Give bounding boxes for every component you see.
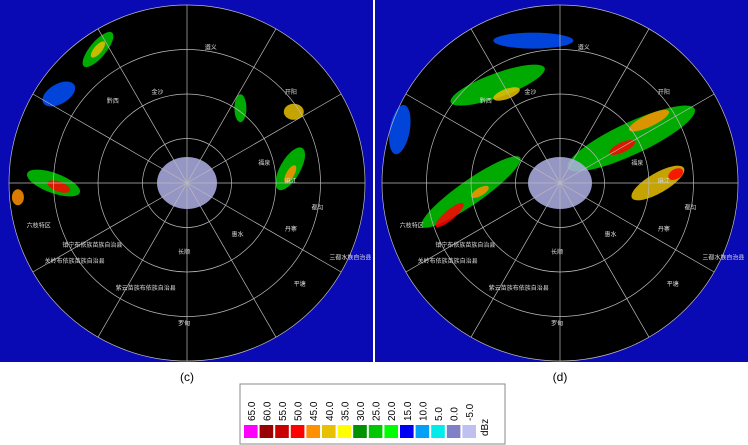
colorbar-label: 5.0 <box>434 407 445 421</box>
colorbar-label: 25.0 <box>372 401 383 421</box>
place-name: 开阳 <box>285 88 297 96</box>
colorbar-swatch <box>368 425 383 438</box>
place-name: 丹寨 <box>658 225 670 233</box>
colorbar-label: 20.0 <box>387 401 398 421</box>
place-name: 麻江 <box>285 177 297 185</box>
place-name: 长顺 <box>178 248 190 256</box>
echo <box>421 156 521 228</box>
place-name: 关岭布依族苗族自治县 <box>418 257 478 265</box>
colorbar-label: 65.0 <box>247 401 258 421</box>
colorbar-swatch <box>306 425 320 438</box>
echo <box>493 87 520 101</box>
colorbar-swatch <box>244 425 258 438</box>
place-name: 镇宁布依族苗族自治县 <box>435 241 495 249</box>
place-name: 福泉 <box>631 159 643 167</box>
colorbar-label: 50.0 <box>294 401 305 421</box>
place-name: 关岭布依族苗族自治县 <box>45 257 105 265</box>
colorbar-label: 10.0 <box>418 401 429 421</box>
echo <box>90 41 106 58</box>
echo <box>42 81 76 107</box>
panel-label: (c) <box>180 370 194 384</box>
echo <box>628 109 670 132</box>
place-name: 罗甸 <box>551 319 563 327</box>
place-name: 黔西 <box>107 97 119 105</box>
colorbar-swatch <box>400 425 414 438</box>
place-name: 罗甸 <box>178 319 190 327</box>
echo <box>283 103 304 120</box>
panel-label: (d) <box>553 370 568 384</box>
colorbar-swatch <box>446 425 461 438</box>
place-name: 金沙 <box>151 88 163 96</box>
place-name: 紫云苗族布依族自治县 <box>489 284 549 292</box>
colorbar-swatch <box>462 425 476 438</box>
place-name: 紫云苗族布依族自治县 <box>116 284 176 292</box>
colorbar-label: 60.0 <box>262 401 273 421</box>
azimuth-line <box>405 93 715 273</box>
colorbar-swatch <box>290 425 305 438</box>
place-name: 黔西 <box>480 97 492 105</box>
colorbar-swatch <box>322 425 336 438</box>
echo <box>234 94 247 123</box>
place-name: 遵义 <box>578 44 590 52</box>
place-name: 都匀 <box>685 204 697 212</box>
colorbar-swatch <box>353 425 367 438</box>
place-name: 平塘 <box>667 280 679 288</box>
colorbar-label: 0.0 <box>450 407 461 421</box>
colorbar-label: 15.0 <box>403 401 414 421</box>
place-name: 六枝特区 <box>27 222 51 230</box>
place-name: 遵义 <box>205 44 217 52</box>
place-name: 金沙 <box>524 88 536 96</box>
place-name: 平塘 <box>294 280 306 288</box>
place-name: 麻江 <box>658 177 670 185</box>
place-name: 三都水族自治县 <box>329 254 371 262</box>
colorbar-swatch <box>275 425 289 438</box>
echo <box>471 185 489 198</box>
echo <box>47 180 71 193</box>
place-name: 开阳 <box>658 88 670 96</box>
place-name: 惠水 <box>605 230 617 238</box>
colorbar-label: 55.0 <box>278 401 289 421</box>
echo <box>450 64 545 106</box>
colorbar-swatch <box>431 425 445 438</box>
colorbar-label: 30.0 <box>356 401 367 421</box>
echo <box>435 202 464 228</box>
azimuth-line <box>32 93 342 273</box>
echo <box>284 165 297 183</box>
echo <box>11 189 24 206</box>
place-name: 都匀 <box>312 204 324 212</box>
colorbar-unit: dBz <box>480 419 491 436</box>
colorbar-label: -5.0 <box>465 403 476 421</box>
echo <box>493 32 574 49</box>
place-name: 三都水族自治县 <box>702 254 744 262</box>
colorbar-label: 35.0 <box>340 401 351 421</box>
place-name: 丹寨 <box>285 225 297 233</box>
colorbar-label: 45.0 <box>309 401 320 421</box>
colorbar-swatch <box>384 425 398 438</box>
place-name: 惠水 <box>232 230 244 238</box>
place-name: 镇宁布依族苗族自治县 <box>62 241 122 249</box>
colorbar-swatch <box>337 425 352 438</box>
place-name: 长顺 <box>551 248 563 256</box>
place-name: 福泉 <box>258 159 270 167</box>
colorbar-swatch <box>415 425 430 438</box>
echo <box>668 168 684 180</box>
colorbar-swatch <box>259 425 274 438</box>
echo <box>567 105 696 172</box>
place-name: 六枝特区 <box>400 222 424 230</box>
colorbar-label: 40.0 <box>325 401 336 421</box>
